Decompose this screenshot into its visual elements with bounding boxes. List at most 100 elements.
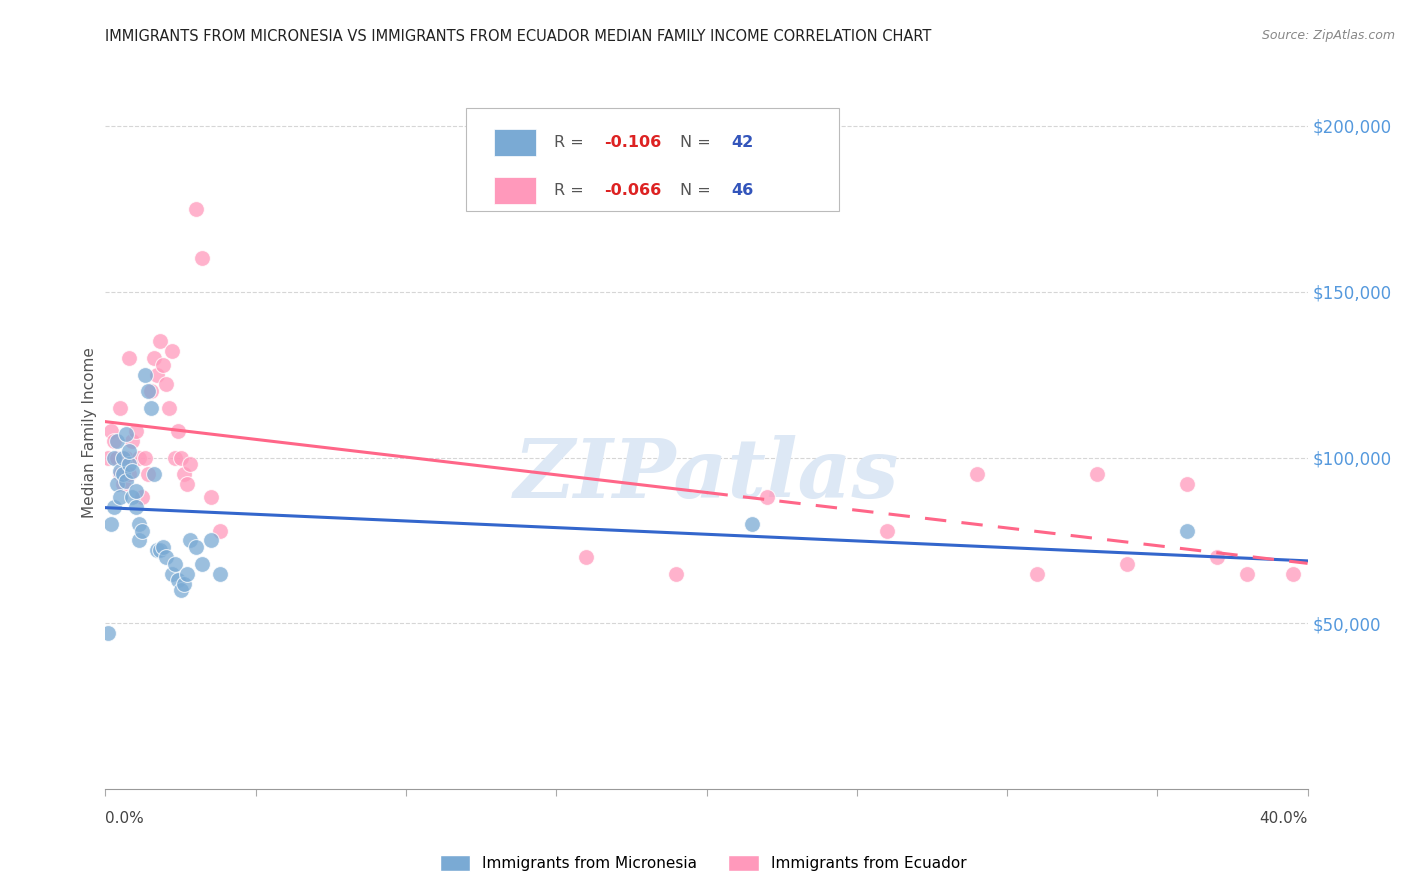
Point	[103, 450, 125, 465]
Text: Source: ZipAtlas.com: Source: ZipAtlas.com	[1261, 29, 1395, 42]
Text: -0.066: -0.066	[605, 183, 662, 198]
Point	[124, 424, 146, 438]
Point	[118, 467, 141, 482]
Point	[131, 491, 153, 505]
Point	[145, 543, 167, 558]
Bar	[494, 177, 536, 204]
Point	[163, 450, 186, 465]
Point	[157, 401, 180, 415]
Point	[665, 566, 688, 581]
Point	[128, 450, 150, 465]
Point	[110, 401, 132, 415]
Point	[184, 540, 207, 554]
Point	[110, 467, 132, 482]
Point	[103, 434, 125, 448]
Text: R =: R =	[554, 135, 583, 150]
Legend: Immigrants from Micronesia, Immigrants from Ecuador: Immigrants from Micronesia, Immigrants f…	[433, 849, 973, 877]
Point	[107, 450, 129, 465]
Point	[107, 434, 129, 448]
Point	[148, 543, 170, 558]
Point	[118, 351, 141, 365]
Point	[184, 202, 207, 216]
Point	[107, 477, 129, 491]
Point	[131, 524, 153, 538]
Point	[112, 450, 135, 465]
Point	[173, 576, 195, 591]
Point	[208, 566, 231, 581]
Point	[128, 533, 150, 548]
Point	[124, 483, 146, 498]
Point	[152, 540, 174, 554]
Point	[160, 566, 183, 581]
Point	[134, 368, 156, 382]
Point	[176, 566, 198, 581]
Text: 0.0%: 0.0%	[105, 812, 145, 826]
Point	[160, 344, 183, 359]
Point	[575, 550, 598, 565]
Point	[876, 524, 898, 538]
Point	[142, 467, 165, 482]
Text: 46: 46	[731, 183, 754, 198]
Point	[118, 457, 141, 471]
Point	[115, 427, 138, 442]
Point	[110, 464, 132, 478]
Point	[1116, 557, 1139, 571]
Point	[966, 467, 988, 482]
Point	[152, 358, 174, 372]
Point	[124, 500, 146, 515]
Point	[179, 457, 201, 471]
Point	[190, 252, 212, 266]
Text: R =: R =	[554, 183, 583, 198]
Point	[1206, 550, 1229, 565]
Text: ZIPatlas: ZIPatlas	[513, 435, 900, 516]
Point	[755, 491, 778, 505]
Point	[166, 574, 188, 588]
Text: N =: N =	[681, 135, 711, 150]
Point	[97, 626, 120, 640]
Point	[115, 450, 138, 465]
Point	[200, 533, 222, 548]
Text: N =: N =	[681, 183, 711, 198]
Point	[173, 467, 195, 482]
Point	[145, 368, 167, 382]
Point	[1175, 524, 1198, 538]
Point	[136, 467, 159, 482]
Point	[208, 524, 231, 538]
Point	[112, 467, 135, 482]
Point	[118, 443, 141, 458]
Point	[142, 351, 165, 365]
Text: 42: 42	[731, 135, 754, 150]
Point	[1085, 467, 1108, 482]
Point	[121, 491, 143, 505]
Point	[200, 491, 222, 505]
Point	[163, 557, 186, 571]
FancyBboxPatch shape	[465, 108, 839, 211]
Point	[148, 334, 170, 349]
Point	[100, 424, 122, 438]
Point	[134, 450, 156, 465]
Point	[110, 491, 132, 505]
Y-axis label: Median Family Income: Median Family Income	[82, 347, 97, 518]
Point	[179, 533, 201, 548]
Bar	[494, 128, 536, 156]
Point	[169, 583, 191, 598]
Point	[112, 477, 135, 491]
Point	[169, 450, 191, 465]
Point	[190, 557, 212, 571]
Text: -0.106: -0.106	[605, 135, 662, 150]
Point	[121, 434, 143, 448]
Point	[115, 474, 138, 488]
Point	[1175, 477, 1198, 491]
Point	[166, 424, 188, 438]
Point	[1236, 566, 1258, 581]
Point	[1026, 566, 1049, 581]
Text: IMMIGRANTS FROM MICRONESIA VS IMMIGRANTS FROM ECUADOR MEDIAN FAMILY INCOME CORRE: IMMIGRANTS FROM MICRONESIA VS IMMIGRANTS…	[105, 29, 932, 44]
Point	[139, 384, 162, 398]
Point	[103, 500, 125, 515]
Point	[1281, 566, 1303, 581]
Point	[741, 516, 763, 531]
Point	[100, 516, 122, 531]
Point	[139, 401, 162, 415]
Point	[97, 450, 120, 465]
Point	[176, 477, 198, 491]
